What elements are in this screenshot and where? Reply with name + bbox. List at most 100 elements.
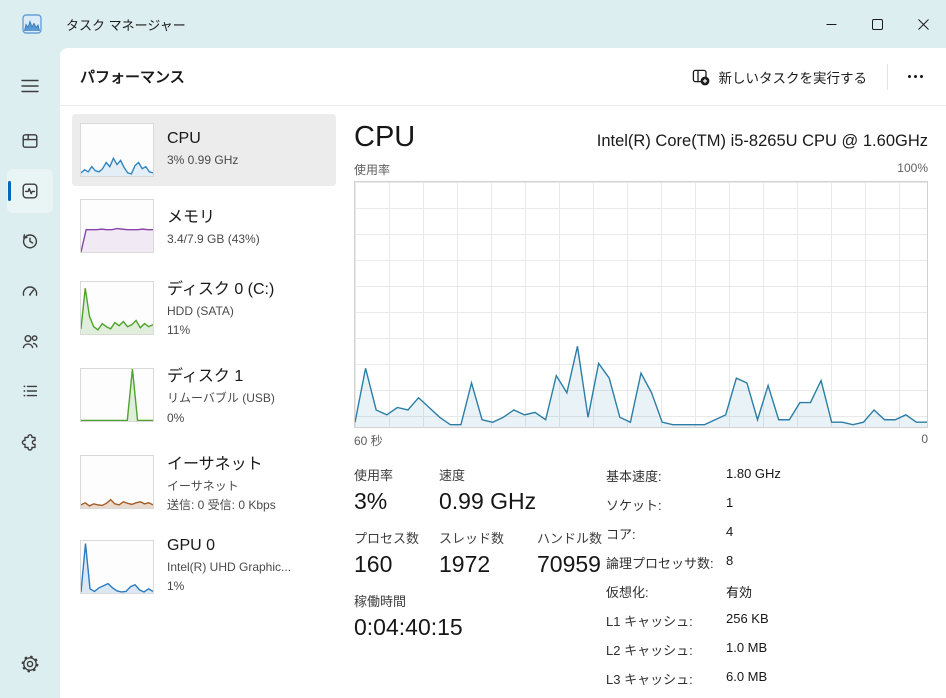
page-title: パフォーマンス — [80, 69, 185, 86]
details-list-icon — [23, 385, 38, 397]
gauge-icon — [22, 286, 38, 296]
spec-base-speed: 基本速度: 1.80 GHz — [606, 466, 928, 485]
spec-label: 基本速度: — [606, 469, 662, 484]
perf-list-item-disk1[interactable]: ディスク 1 リムーバブル (USB) 0% — [72, 353, 336, 436]
new-task-icon — [692, 69, 709, 85]
chart-y-max-label: 100% — [897, 160, 928, 175]
sidebar-item-services[interactable] — [7, 419, 53, 463]
perf-item-subtitle: 11% — [167, 323, 191, 338]
sidebar-item-details[interactable] — [7, 369, 53, 413]
ellipsis-icon — [907, 75, 911, 78]
stat-label: プロセス数 — [354, 531, 420, 546]
titlebar: タスク マネージャー — [0, 0, 946, 48]
ellipsis-icon — [913, 75, 917, 78]
performance-list: CPU 3% 0.99 GHz メモリ 3.4/7.9 GB (43%) ディス… — [60, 106, 340, 698]
processes-icon — [22, 134, 38, 148]
spec-label: コア: — [606, 527, 636, 542]
perf-item-subtitle: 3% 0.99 GHz — [167, 152, 239, 167]
close-button[interactable] — [900, 0, 946, 48]
spec-label: ソケット: — [606, 498, 662, 513]
perf-list-item-gpu0[interactable]: GPU 0 Intel(R) UHD Graphic... 1% — [72, 528, 336, 605]
spec-value: 256 KB — [726, 611, 769, 626]
history-icon — [22, 234, 38, 249]
stat-usage: 使用率 3% — [354, 465, 439, 515]
sidebar-item-processes[interactable] — [7, 119, 53, 163]
cpu-mini-chart — [80, 123, 154, 177]
spec-cores: コア: 4 — [606, 524, 928, 543]
cpu-stats: 使用率 3% 速度 0.99 GHz プロセス数 160 — [354, 465, 606, 698]
sidebar-item-app-history[interactable] — [7, 219, 53, 263]
perf-item-subtitle: 0% — [167, 410, 185, 425]
cpu-specs: 基本速度: 1.80 GHz ソケット: 1 コア: 4 論理プロセッサ数: — [606, 465, 928, 698]
selected-indicator — [8, 181, 11, 201]
spec-value: 4 — [726, 524, 734, 539]
perf-item-title: イーサネット — [167, 455, 263, 473]
spec-l1-cache: L1 キャッシュ: 256 KB — [606, 611, 928, 630]
stat-label: 速度 — [439, 468, 466, 483]
task-manager-app-icon — [22, 14, 42, 34]
run-new-task-label: 新しいタスクを実行する — [718, 70, 868, 86]
spec-value: 1.80 GHz — [726, 466, 781, 481]
spec-label: 仮想化: — [606, 585, 649, 600]
run-new-task-button[interactable]: 新しいタスクを実行する — [682, 60, 878, 94]
sidebar — [0, 48, 60, 698]
perf-item-subtitle: 3.4/7.9 GB (43%) — [167, 231, 260, 246]
maximize-icon — [871, 18, 883, 30]
minimize-icon — [826, 23, 836, 25]
perf-item-subtitle: Intel(R) UHD Graphic... — [167, 560, 292, 575]
spec-label: L2 キャッシュ: — [606, 643, 693, 658]
spec-value: 有効 — [726, 585, 753, 600]
stat-speed: 速度 0.99 GHz — [439, 465, 536, 515]
app-title: タスク マネージャー — [66, 17, 186, 33]
spec-label: L1 キャッシュ: — [606, 614, 693, 629]
chart-x-max-label: 0 — [921, 432, 928, 446]
perf-item-texts: GPU 0 Intel(R) UHD Graphic... 1% — [167, 537, 291, 596]
spec-label: L3 キャッシュ: — [606, 672, 693, 687]
panel-header: パフォーマンス 新しいタスクを実行する — [60, 48, 946, 106]
processor-name: Intel(R) Core(TM) i5-8265U CPU @ 1.60GHz — [596, 131, 928, 150]
perf-item-texts: ディスク 1 リムーバブル (USB) 0% — [167, 362, 275, 427]
perf-list-item-ethernet[interactable]: イーサネット イーサネット 送信: 0 受信: 0 Kbps — [72, 441, 336, 524]
stat-threads: スレッド数 1972 — [439, 528, 537, 578]
stat-label: ハンドル数 — [537, 531, 603, 546]
disk0-mini-chart — [80, 280, 154, 335]
spec-label: 論理プロセッサ数: — [606, 556, 714, 571]
perf-item-title: CPU — [167, 129, 201, 147]
sidebar-item-performance[interactable] — [7, 169, 53, 213]
more-options-button[interactable] — [898, 62, 932, 92]
cpu-detail-title: CPU — [354, 121, 416, 153]
disk1-mini-chart — [80, 368, 154, 423]
spec-value: 8 — [726, 553, 734, 568]
perf-item-title: ディスク 1 — [167, 368, 244, 386]
stat-value: 0:04:40:15 — [354, 614, 463, 640]
stat-label: 使用率 — [354, 468, 394, 483]
minimize-button[interactable] — [808, 0, 854, 48]
cpu-usage-history-chart — [354, 180, 928, 428]
perf-item-subtitle: 1% — [167, 579, 185, 594]
sidebar-item-settings[interactable] — [7, 642, 53, 686]
stat-label: スレッド数 — [439, 531, 505, 546]
close-icon — [917, 18, 929, 30]
perf-list-item-memory[interactable]: メモリ 3.4/7.9 GB (43%) — [72, 190, 336, 262]
perf-item-texts: メモリ 3.4/7.9 GB (43%) — [167, 203, 260, 249]
perf-list-item-cpu[interactable]: CPU 3% 0.99 GHz — [72, 114, 336, 186]
sidebar-item-users[interactable] — [7, 319, 53, 363]
spec-value: 6.0 MB — [726, 669, 768, 684]
navigation-menu-button[interactable] — [10, 68, 50, 104]
perf-item-title: メモリ — [167, 208, 216, 226]
sidebar-item-startup-apps[interactable] — [7, 269, 53, 313]
stat-value: 3% — [354, 488, 388, 514]
chart-x-min-label: 60 秒 — [354, 434, 383, 448]
chart-y-axis-label: 使用率 — [354, 162, 391, 177]
spec-l2-cache: L2 キャッシュ: 1.0 MB — [606, 640, 928, 659]
spec-l3-cache: L3 キャッシュ: 6.0 MB — [606, 669, 928, 688]
stat-value: 70959 — [537, 551, 601, 577]
perf-item-subtitle: 送信: 0 受信: 0 Kbps — [167, 497, 276, 512]
stat-value: 160 — [354, 551, 393, 577]
maximize-button[interactable] — [854, 0, 900, 48]
perf-item-subtitle: HDD (SATA) — [167, 304, 234, 318]
memory-mini-chart — [80, 199, 154, 253]
spec-sockets: ソケット: 1 — [606, 495, 928, 514]
perf-list-item-disk0[interactable]: ディスク 0 (C:) HDD (SATA) 11% — [72, 266, 336, 349]
main-panel: パフォーマンス 新しいタスクを実行する — [60, 48, 946, 698]
